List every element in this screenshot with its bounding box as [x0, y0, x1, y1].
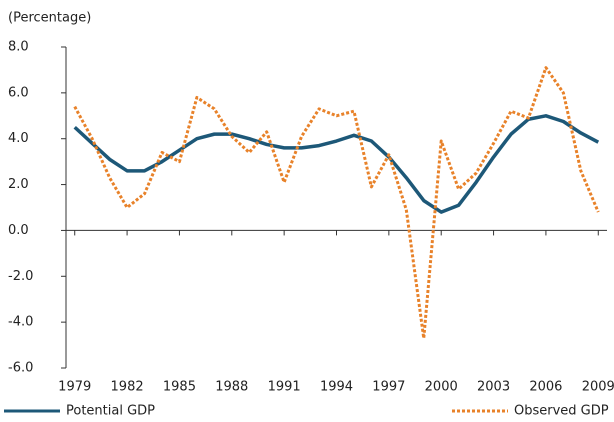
x-tick-label: 2009 — [582, 380, 614, 395]
y-tick-label: -2.0 — [8, 269, 33, 284]
y-tick-label: -6.0 — [8, 361, 33, 376]
y-tick-label: 6.0 — [8, 85, 29, 100]
x-tick-label: 1994 — [320, 380, 353, 395]
y-axis-label: (Percentage) — [8, 11, 91, 26]
x-tick-label: 1985 — [163, 380, 196, 395]
series-line — [73, 114, 600, 214]
legend-label: Potential GDP — [66, 404, 155, 419]
x-tick-label: 2006 — [529, 380, 562, 395]
x-tick-label: 1991 — [268, 380, 301, 395]
y-tick-label: -4.0 — [8, 315, 33, 330]
x-tick-label: 1982 — [111, 380, 144, 395]
x-tick-label: 1979 — [58, 380, 91, 395]
legend-label: Observed GDP — [514, 404, 609, 419]
x-tick-label: 1988 — [215, 380, 248, 395]
series-line — [73, 66, 600, 340]
x-tick-label: 1997 — [372, 380, 405, 395]
x-tick-label: 2000 — [425, 380, 458, 395]
y-tick-label: 8.0 — [8, 40, 29, 55]
y-tick-label: 0.0 — [8, 223, 29, 238]
y-tick-label: 4.0 — [8, 131, 29, 146]
y-tick-label: 2.0 — [8, 177, 29, 192]
x-tick-label: 2003 — [477, 380, 510, 395]
